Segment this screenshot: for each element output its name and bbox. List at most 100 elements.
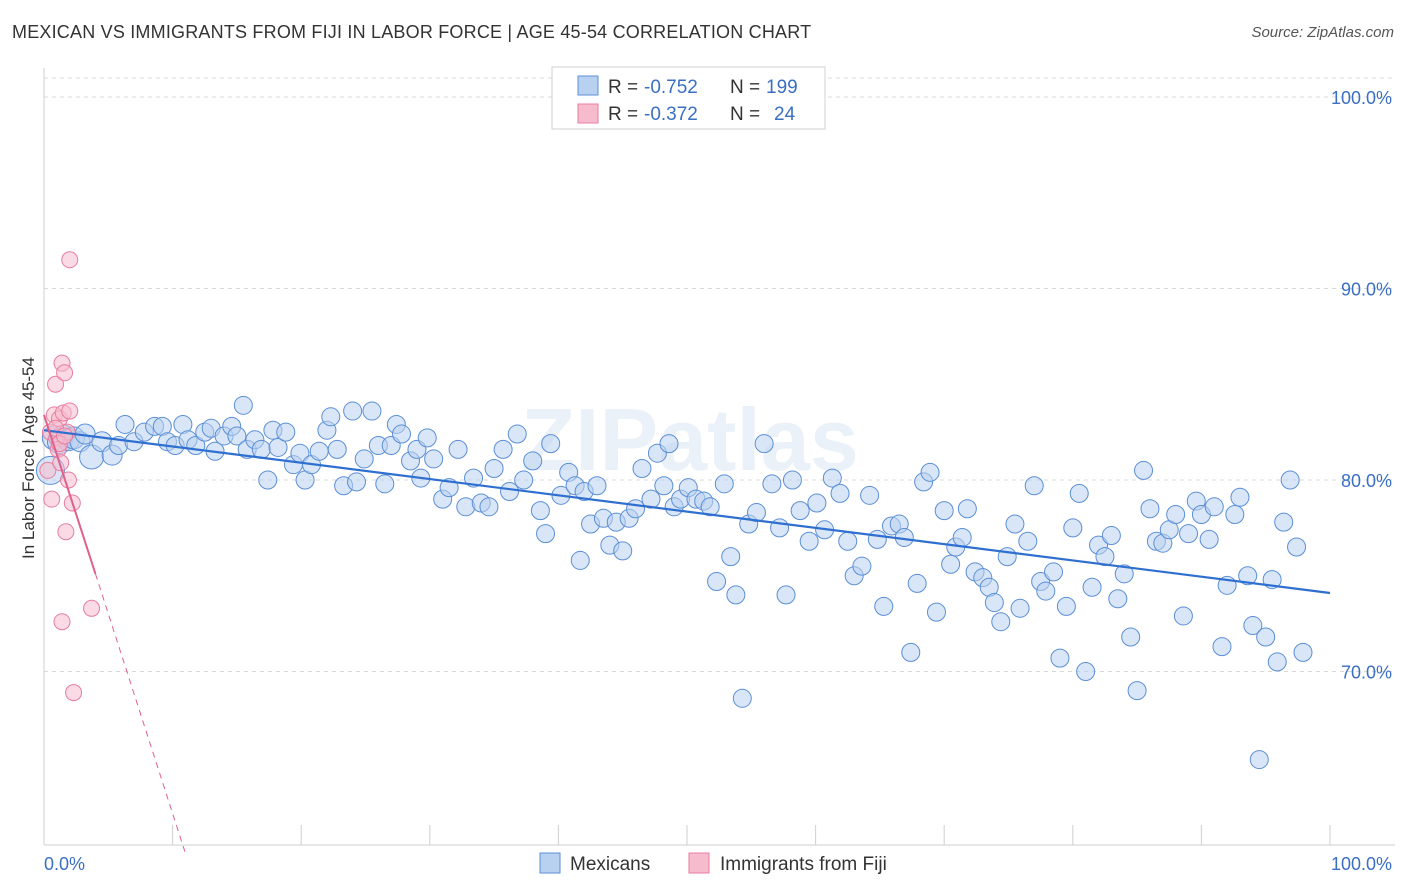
- legend-box: R = -0.752 N = 199 R = -0.372 N = 24: [551, 66, 826, 130]
- mexicans-point: [934, 501, 954, 521]
- fiji-point: [39, 461, 57, 479]
- fiji-point: [65, 684, 83, 702]
- mexicans-point: [920, 462, 940, 482]
- fiji-point: [52, 454, 70, 472]
- bottom-legend-mexicans: Mexicans: [570, 854, 650, 875]
- fiji-point: [47, 375, 65, 393]
- mexicans-point: [541, 434, 561, 454]
- mexicans-point: [1204, 497, 1224, 517]
- mexicans-point: [1101, 526, 1121, 546]
- mexicans-point: [746, 503, 766, 523]
- legend-n-label-1: N =: [730, 77, 760, 98]
- legend-n-value-2: 24: [774, 104, 796, 125]
- mexicans-point: [732, 688, 752, 708]
- mexicans-point: [233, 395, 253, 415]
- mexicans-point: [984, 593, 1004, 613]
- y-axis-label: In Labor Force | Age 45-54: [19, 357, 38, 559]
- mexicans-point: [1050, 648, 1070, 668]
- mexicans-point: [1127, 681, 1147, 701]
- mexicans-point: [276, 422, 296, 442]
- mexicans-point: [493, 439, 513, 459]
- y-tick-labels: 70.0% 80.0% 90.0% 100.0%: [1331, 88, 1392, 683]
- mexicans-point: [1179, 524, 1199, 544]
- axes: [43, 68, 1395, 846]
- x-tick-label-end: 100.0%: [1331, 854, 1392, 874]
- mexicans-point: [227, 426, 247, 446]
- mexicans-point: [354, 449, 374, 469]
- fiji-trend-line: [43, 414, 97, 575]
- mexicans-point: [1225, 504, 1245, 524]
- mexicans-point: [1044, 562, 1064, 582]
- mexicans-point: [721, 547, 741, 567]
- legend-swatch-pink: [577, 103, 599, 124]
- mexicans-point: [514, 470, 534, 490]
- mexicans-point: [700, 497, 720, 517]
- fiji-point: [56, 364, 74, 382]
- trend-lines: [43, 414, 1331, 854]
- mexicans-point: [417, 428, 437, 448]
- mexicans-point: [626, 499, 646, 519]
- mexicans-point: [830, 483, 850, 503]
- mexicans-point: [926, 602, 946, 622]
- mexicans-point: [1010, 598, 1030, 618]
- mexicans-point: [807, 493, 827, 513]
- mexicans-point: [1076, 662, 1096, 681]
- y-tick-label: 100.0%: [1331, 88, 1392, 108]
- legend-swatch-blue: [577, 75, 599, 96]
- mexicans-point: [957, 499, 977, 519]
- legend-r-value-2: -0.372: [644, 104, 698, 125]
- mexicans-point: [901, 642, 921, 662]
- fiji-point: [57, 523, 75, 541]
- mexicans-point: [860, 485, 880, 505]
- mexicans-point: [654, 476, 674, 496]
- mexicans-point: [952, 527, 972, 547]
- mexicans-point: [1036, 581, 1056, 601]
- mexicans-point: [754, 434, 774, 454]
- mexicans-point: [707, 571, 727, 591]
- mexicans-point: [536, 524, 556, 544]
- mexicans-point: [1199, 529, 1219, 549]
- mexicans-point: [1238, 566, 1258, 586]
- mexicans-point: [726, 585, 746, 605]
- mexicans-point: [448, 439, 468, 459]
- x-tick-label-start: 0.0%: [44, 854, 85, 874]
- mexicans-point: [1134, 460, 1154, 480]
- mexicans-point: [1287, 537, 1307, 557]
- mexicans-point: [1056, 596, 1076, 616]
- mexicans-point: [343, 401, 363, 421]
- mexicans-point: [392, 424, 412, 444]
- fiji-trend-line-extrapolated: [94, 573, 186, 854]
- mexicans-point: [1082, 577, 1102, 597]
- mexicans-point: [362, 401, 382, 421]
- mexicans-point: [570, 550, 590, 570]
- mexicans-point: [1274, 512, 1294, 532]
- y-tick-label: 70.0%: [1341, 663, 1392, 683]
- mexicans-point: [1249, 750, 1269, 770]
- mexicans-point: [115, 414, 135, 434]
- mexicans-point: [613, 541, 633, 561]
- x-tick-labels: 0.0% 100.0%: [44, 854, 1392, 874]
- fiji-point: [61, 251, 79, 269]
- fiji-point: [56, 427, 74, 445]
- mexicans-point: [424, 449, 444, 469]
- mexicans-point: [1121, 627, 1141, 647]
- legend-n-label-2: N =: [730, 104, 760, 125]
- mexicans-point: [941, 554, 961, 574]
- fiji-point: [53, 613, 71, 631]
- mexicans-point: [790, 501, 810, 521]
- mexicans-point: [251, 439, 271, 459]
- source-label: Source: ZipAtlas.com: [1251, 24, 1394, 41]
- y-tick-label: 80.0%: [1341, 471, 1392, 491]
- legend-n-value-1: 199: [766, 77, 798, 98]
- mexicans-point: [1018, 531, 1038, 551]
- fiji-point: [43, 490, 61, 508]
- chart-title: MEXICAN VS IMMIGRANTS FROM FIJI IN LABOR…: [12, 22, 812, 42]
- series-immigrants-from-fiji: [39, 251, 101, 702]
- mexicans-point: [1256, 627, 1276, 647]
- mexicans-point: [464, 468, 484, 488]
- mexicans-point: [327, 439, 347, 459]
- bottom-legend-swatch-pink: [688, 852, 710, 874]
- mexicans-point: [1212, 637, 1232, 657]
- mexicans-point: [1005, 514, 1025, 534]
- mexicans-point: [1173, 606, 1193, 626]
